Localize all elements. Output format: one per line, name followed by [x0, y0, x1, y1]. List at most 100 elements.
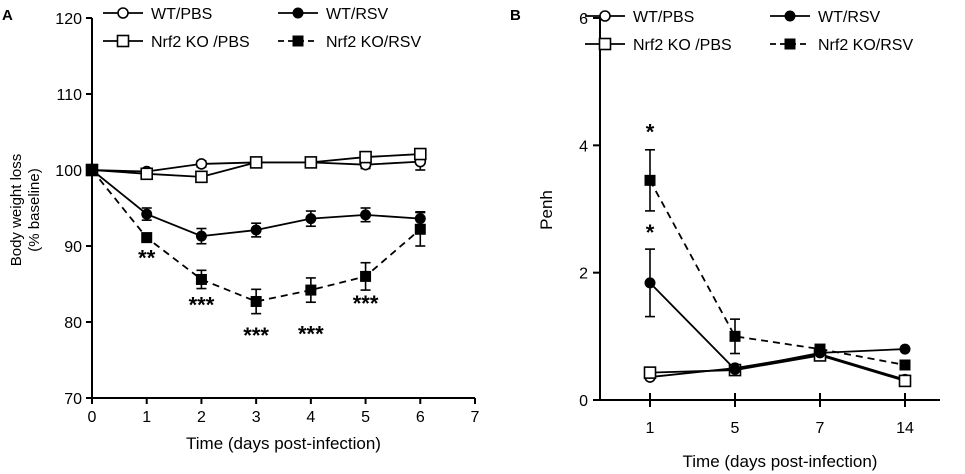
panel-b-plot-area: ** — [643, 120, 912, 388]
panel-b-series-wt-rsv — [644, 248, 911, 375]
panel-b-x-tick-label: 14 — [896, 420, 914, 437]
panel-b-significance-label: * — [646, 120, 655, 145]
panel-a-y-tick-label: 90 — [64, 239, 82, 256]
panel-a-y-axis-title-line2: (% baseline) — [26, 168, 43, 251]
panel-a-point-nrf2-ko-rsv — [86, 164, 98, 176]
panel-a-point-wt-rsv — [250, 224, 262, 236]
panel-a-legend-marker-wt-rsv — [292, 7, 304, 19]
panel-b-legend-marker-nrf2-ko-rsv — [784, 38, 796, 50]
panel-b-legend-item-wt-rsv: WT/RSV — [770, 9, 881, 26]
panel-b-series-nrf2-ko-pbs — [643, 349, 912, 388]
panel-b-point-nrf2-ko-rsv — [644, 174, 656, 186]
panel-a-legend-item-wt-pbs: WT/PBS — [103, 6, 212, 23]
panel-b-axes: 0 2 4 6 1 5 7 14 Time (days post-infection) Penh — [537, 11, 940, 471]
panel-a-x-tick-label: 1 — [142, 409, 151, 426]
panel-b-line-wt-rsv — [649, 282, 906, 371]
panel-a-point-nrf2-ko-rsv — [250, 295, 262, 307]
panel-b-series-wt-pbs — [644, 348, 911, 386]
panel-a-point-wt-rsv — [195, 230, 207, 242]
panel-a-legend-marker-nrf2-ko-rsv — [292, 35, 304, 47]
panel-a-legend: WT/PBS Nrf2 KO /PBS WT/RSV Nrf2 KO/RSV — [103, 6, 421, 51]
panel-a-chart: A 70 80 90 100 110 120 0 1 2 3 4 5 6 7 Time (days post… — [2, 6, 480, 453]
panel-b-line-nrf2-ko-pbs — [649, 354, 906, 382]
panel-b-significance-label: * — [646, 220, 655, 245]
panel-a-significance-label: *** — [243, 323, 269, 348]
panel-b-legend-item-nrf2-ko-pbs: Nrf2 KO /PBS — [585, 37, 732, 54]
panel-b-point-nrf2-ko-pbs — [643, 366, 657, 379]
panel-b-point-wt-rsv — [644, 277, 656, 289]
panel-a-x-tick-label: 4 — [306, 409, 315, 426]
panel-a-significance-label: ** — [138, 245, 156, 270]
panel-b-x-tick-label: 7 — [816, 420, 825, 437]
panel-b-legend-label-wt-rsv: WT/RSV — [818, 9, 881, 26]
panel-a-x-tick-label: 5 — [361, 409, 370, 426]
panel-a-x-tick-label: 3 — [252, 409, 261, 426]
panel-a-x-axis-title: Time (days post-infection) — [186, 434, 381, 453]
panel-a-label: A — [2, 7, 13, 24]
panel-a-point-wt-rsv — [360, 209, 372, 221]
panel-b-x-tick-label: 5 — [731, 420, 740, 437]
panel-b-point-nrf2-ko-rsv — [729, 330, 741, 342]
panel-a-point-nrf2-ko-rsv — [195, 273, 207, 285]
panel-b-x-tick-label: 1 — [646, 420, 655, 437]
panel-a-significance-label: *** — [298, 321, 324, 346]
panel-b-y-tick-label: 6 — [579, 11, 588, 28]
panel-b-y-tick-label: 0 — [579, 393, 588, 410]
panel-a-significance-label: *** — [189, 293, 215, 318]
panel-b-line-wt-pbs — [649, 353, 906, 381]
panel-b-point-wt-rsv — [729, 363, 741, 375]
panel-b-legend-item-nrf2-ko-rsv: Nrf2 KO/RSV — [770, 37, 913, 54]
panel-a-series-wt-rsv — [86, 164, 426, 245]
panel-b-y-axis-title: Penh — [537, 190, 556, 230]
panel-b-point-nrf2-ko-rsv — [814, 343, 826, 355]
panel-a-x-tick-label: 6 — [416, 409, 425, 426]
panel-a-series-nrf2-ko-pbs — [85, 147, 427, 184]
panel-a-significance-label: *** — [353, 291, 379, 316]
panel-a-point-wt-pbs — [195, 158, 208, 170]
panel-a-y-tick-label: 110 — [56, 87, 82, 104]
panel-a-y-axis-title-line1: Body weight loss — [8, 154, 25, 267]
panel-b-point-nrf2-ko-rsv — [899, 359, 911, 371]
panel-a-point-nrf2-ko-pbs — [140, 167, 154, 181]
panel-b-legend-label-wt-pbs: WT/PBS — [633, 9, 694, 26]
panel-a-y-axis-title: Body weight loss (% baseline) — [8, 154, 43, 267]
panel-b-x-axis-title: Time (days post-infection) — [683, 452, 878, 471]
panel-b-legend-label-nrf2-ko-pbs: Nrf2 KO /PBS — [633, 37, 732, 54]
panel-b-legend-marker-wt-pbs — [599, 10, 611, 22]
panel-a-x-tick-label: 7 — [471, 409, 480, 426]
panel-b-y-tick-label: 2 — [579, 266, 588, 283]
panel-a-point-nrf2-ko-pbs — [413, 147, 427, 161]
panel-b-y-axis-title-text: Penh — [537, 190, 556, 230]
panel-a-legend-item-nrf2-ko-rsv: Nrf2 KO/RSV — [278, 34, 421, 51]
panel-b-series-nrf2-ko-rsv — [644, 148, 911, 371]
panel-a-legend-item-nrf2-ko-pbs: Nrf2 KO /PBS — [103, 34, 250, 51]
panel-a-point-nrf2-ko-rsv — [414, 223, 426, 235]
panel-a-y-tick-label: 100 — [55, 163, 82, 180]
panel-a-y-tick-label: 80 — [64, 315, 82, 332]
panel-b-legend-marker-wt-rsv — [784, 10, 796, 22]
panel-a-legend-marker-wt-pbs — [117, 7, 129, 19]
panel-a-point-nrf2-ko-rsv — [305, 284, 317, 296]
panel-a-y-tick-label: 70 — [64, 391, 82, 408]
panel-b-legend-marker-nrf2-ko-pbs — [598, 37, 612, 51]
panel-a-x-tick-label: 0 — [88, 409, 97, 426]
panel-a-legend-label-nrf2-ko-rsv: Nrf2 KO/RSV — [326, 34, 421, 51]
panel-a-legend-item-wt-rsv: WT/RSV — [278, 6, 389, 23]
panel-a-series-nrf2-ko-rsv — [86, 164, 426, 315]
panel-a-point-wt-rsv — [305, 213, 317, 225]
panel-a-point-nrf2-ko-pbs — [359, 150, 372, 164]
panel-a-axes: 70 80 90 100 110 120 0 1 2 3 4 5 6 7 Time (days post-i… — [8, 11, 480, 453]
panel-b-point-wt-rsv — [899, 343, 911, 355]
panel-a-point-nrf2-ko-pbs — [195, 170, 208, 184]
panel-b-legend: WT/PBS Nrf2 KO /PBS WT/RSV Nrf2 KO/RSV — [585, 9, 913, 54]
panel-a-y-tick-label: 120 — [55, 11, 82, 28]
panel-a-legend-label-nrf2-ko-pbs: Nrf2 KO /PBS — [151, 34, 250, 51]
panel-b-point-nrf2-ko-pbs — [898, 374, 912, 388]
panel-b-y-tick-label: 4 — [579, 138, 588, 155]
panel-a-plot-area: ******** ****** — [85, 147, 427, 348]
panel-a-legend-label-wt-pbs: WT/PBS — [151, 6, 212, 23]
panel-a-point-nrf2-ko-rsv — [360, 270, 372, 282]
panel-a-point-nrf2-ko-pbs — [304, 156, 318, 169]
panel-a-point-nrf2-ko-pbs — [249, 156, 263, 169]
